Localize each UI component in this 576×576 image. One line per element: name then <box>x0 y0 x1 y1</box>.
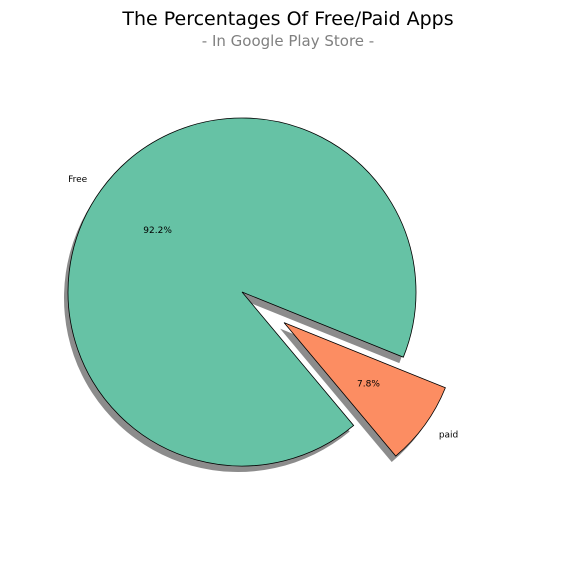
category-label-paid: paid <box>439 431 458 441</box>
pct-label-free: 92.2% <box>143 226 172 236</box>
category-label-free: Free <box>68 175 88 185</box>
pie-slices <box>68 118 445 466</box>
pct-label-paid: 7.8% <box>357 380 380 390</box>
